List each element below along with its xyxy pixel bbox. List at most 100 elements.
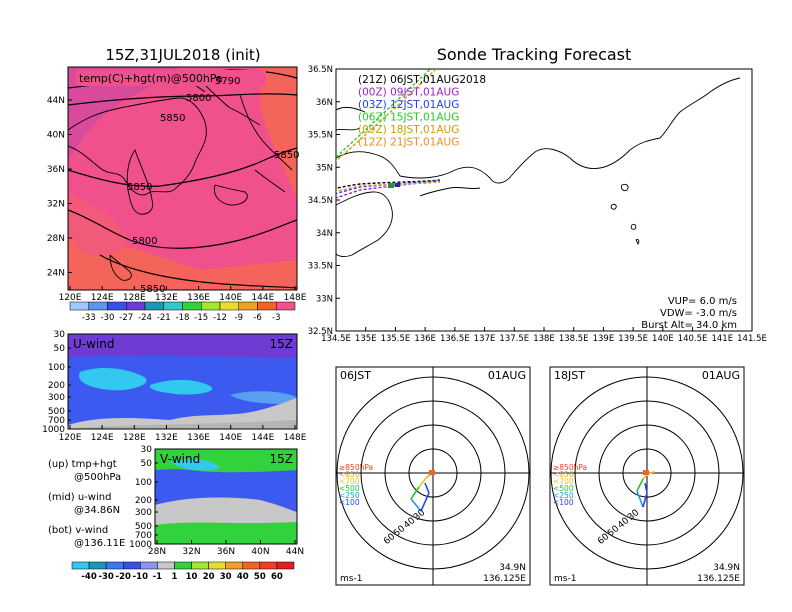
- u-wind-time: 15Z: [270, 337, 294, 351]
- u-wind-y-tick-label: 1000: [42, 425, 65, 435]
- sonde-trajectory: [336, 69, 437, 163]
- wind-colorbar-segment: [259, 561, 278, 570]
- u-wind-label: U-wind: [73, 337, 114, 351]
- hodograph-level-label: <250: [553, 491, 574, 500]
- contour-label: 5850: [160, 113, 185, 124]
- tracking-legend: (21Z) 06JST,01AUG2018(00Z) 09JST,01AUG(0…: [358, 74, 486, 149]
- u-wind-x-tick-label: 132E: [155, 433, 178, 443]
- hodograph-level-label: <100: [339, 498, 360, 507]
- note-up-1: (up) tmp+hgt: [48, 459, 117, 470]
- u-wind-x-tick-label: 148E: [284, 433, 307, 443]
- track-islands: [610, 183, 640, 245]
- temperature-colorbar: -33 -30 -27 -24 -21 -18 -15 -12 -9 -6 -3: [69, 301, 296, 323]
- track-coast-ise: [419, 186, 481, 197]
- tracking-y-tick-label: 34N: [316, 229, 333, 239]
- hodograph-level-label: <700: [553, 477, 574, 486]
- hodograph-unit: ms-1: [554, 574, 576, 584]
- vup-readout: VUP= 6.0 m/s: [668, 296, 737, 307]
- u-wind-x-tick-label: 144E: [251, 433, 274, 443]
- wind-colorbar-segment: [122, 561, 141, 570]
- u-wind-x-tick-label: 120E: [59, 433, 82, 443]
- hodograph-date: 01AUG: [488, 369, 526, 382]
- map-y-tick-label: 36N: [47, 165, 65, 175]
- colorbar-segment: [126, 301, 146, 311]
- tracking-frame: [335, 68, 753, 332]
- colorbar-segment: [238, 301, 258, 311]
- colorbar-segment: [219, 301, 239, 311]
- wind-colorbar-label: 50: [254, 572, 266, 582]
- hodograph-trace: [410, 498, 422, 512]
- warm-region-east: [260, 67, 297, 200]
- coastline-japan: [213, 94, 293, 206]
- v-wind-y-tick-label: 30: [141, 445, 153, 455]
- wind-colorbar-label: -1: [153, 572, 163, 582]
- u-wind-lower-band: [68, 398, 297, 429]
- hodograph-trace: [636, 490, 644, 508]
- hodograph-level-label: <100: [553, 498, 574, 507]
- coastline-mainland: [68, 97, 207, 196]
- colorbar-label: -27: [119, 313, 133, 323]
- u-wind-ground-band: [68, 420, 297, 429]
- tracking-y-tick-label: 33N: [316, 294, 333, 304]
- contour-5850: [68, 147, 297, 187]
- colorbar-segment: [88, 301, 108, 311]
- colorbar-segment: [69, 301, 89, 311]
- tracking-y-tick-label: 36N: [316, 98, 333, 108]
- tracking-legend-entry: (06Z) 15JST,01AUG: [358, 112, 459, 124]
- hodograph-trace: [410, 486, 420, 500]
- tracking-x-tick-label: 137E: [474, 334, 496, 344]
- tracking-x-tick-label: 135E: [355, 334, 377, 344]
- hodograph-trace: [420, 492, 430, 512]
- tracking-x-tick-label: 140.5E: [678, 334, 708, 344]
- wind-colorbar-label: 10: [186, 572, 198, 582]
- wind-colorbar-segment: [71, 561, 90, 570]
- sonde-trajectory: [336, 179, 441, 195]
- wind-colorbar: -40 -30 -20 -10 -1 1 10 20 30 40 50 60: [71, 561, 295, 582]
- tracking-legend-entry: (03Z) 12JST,01AUG: [358, 99, 459, 111]
- tracking-x-tick-label: 139.5E: [618, 334, 648, 344]
- vdw-readout: VDW= -3.0 m/s: [660, 308, 737, 319]
- sonde-parameters: VUP= 6.0 m/s VDW= -3.0 m/s Burst Alt= 34…: [641, 296, 737, 331]
- note-bot-2: @136.11E: [74, 538, 125, 549]
- contour-label: 5800: [132, 236, 157, 247]
- colorbar-segment: [257, 301, 277, 311]
- cold-region: [68, 67, 180, 160]
- map-y-tick-label: 24N: [47, 269, 65, 279]
- tracking-y-tick-label: 35N: [316, 163, 333, 173]
- v-wind-y-tick-label: 1000: [129, 540, 152, 550]
- hodograph-lat: 34.9N: [499, 563, 526, 573]
- map-contour-labels: 5790 5800 5850 5850 5850 5800 5850: [127, 76, 299, 295]
- v-wind-y-tick-label: 50: [141, 459, 153, 469]
- colorbar-label: -15: [194, 313, 208, 323]
- hodograph-lat: 34.9N: [713, 563, 740, 573]
- u-wind-jet-core-3: [230, 391, 297, 404]
- hodograph-level-label: <500: [553, 484, 574, 493]
- hodograph-trace: [644, 482, 648, 494]
- tracking-x-tick-label: 136E: [414, 334, 436, 344]
- hodograph-surface-marker: [643, 470, 649, 475]
- hodograph-trace: [648, 471, 656, 474]
- tracking-x-tick-labels: 134.5E 135E 135.5E 136E 136.5E 137E 137.5E 138E…: [321, 327, 767, 344]
- wind-colorbar-segment: [174, 561, 192, 570]
- wind-colorbar-label: -30: [98, 572, 113, 582]
- contour-label: 5800: [186, 93, 211, 104]
- u-wind-x-tick-label: 124E: [91, 433, 114, 443]
- warm-region-south: [68, 235, 297, 290]
- map-title: 15Z,31JUL2018 (init): [105, 46, 260, 64]
- wind-colorbar-label: -10: [133, 572, 148, 582]
- map-label-box: [76, 70, 266, 86]
- colorbar-label: -9: [235, 313, 243, 323]
- wind-colorbar-segment: [105, 561, 124, 570]
- u-wind-transition: [68, 355, 297, 362]
- map-x-tick-labels: 120E 124E 128E 132E 136E 140E 144E 148E: [59, 286, 307, 303]
- v-wind-ground-band: [155, 522, 297, 544]
- warm-patch: [68, 195, 128, 256]
- tracking-x-tick-label: 138.5E: [559, 334, 589, 344]
- u-wind-x-tick-label: 136E: [187, 433, 210, 443]
- v-wind-patch: [170, 459, 220, 471]
- colorbar-segment: [107, 301, 127, 311]
- map-y-tick-label: 40N: [47, 131, 65, 141]
- u-wind-y-tick-label: 200: [48, 381, 65, 391]
- map-y-tick-label: 32N: [47, 200, 65, 210]
